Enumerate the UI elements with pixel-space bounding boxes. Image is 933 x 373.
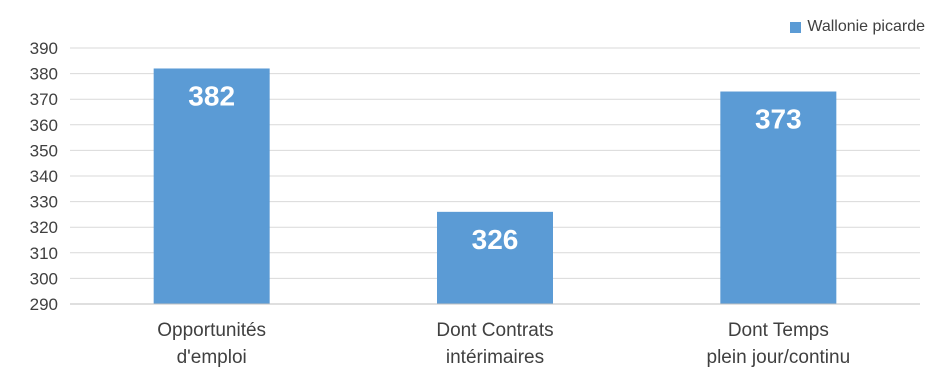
y-tick-label: 340 [30, 167, 58, 186]
y-tick-label: 330 [30, 193, 58, 212]
bar-value-label: 326 [472, 224, 519, 255]
y-tick-label: 360 [30, 116, 58, 135]
y-tick-label: 390 [30, 39, 58, 58]
x-category-label: Dont Temps plein jour/continu [707, 320, 851, 368]
data-labels: 382 326 373 [188, 80, 801, 254]
y-tick-label: 310 [30, 244, 58, 263]
bar-value-label: 382 [188, 80, 235, 111]
y-tick-label: 320 [30, 218, 58, 237]
y-tick-label: 350 [30, 141, 58, 160]
bar-value-label: 373 [755, 104, 802, 135]
legend-swatch [790, 21, 802, 33]
bar [437, 211, 553, 304]
legend-label: Wallonie picarde [807, 18, 925, 35]
bar [720, 91, 837, 305]
y-tick-label: 290 [30, 295, 58, 314]
x-category-label: Opportunités d'emploi [157, 320, 266, 368]
y-tick-label: 300 [30, 269, 58, 288]
x-axis-labels: Opportunités d'emploi Dont Contrats intérim… [157, 320, 850, 368]
y-tick-label: 380 [30, 65, 58, 84]
y-tick-label: 370 [30, 90, 58, 109]
x-category-label: Dont Contrats intérimaires [436, 320, 553, 368]
bar [153, 68, 270, 304]
bars [153, 68, 837, 305]
y-axis-ticks: 290 300 310 320 330 340 350 360 370 380 390 [30, 39, 58, 314]
legend: Wallonie picarde [790, 18, 925, 36]
